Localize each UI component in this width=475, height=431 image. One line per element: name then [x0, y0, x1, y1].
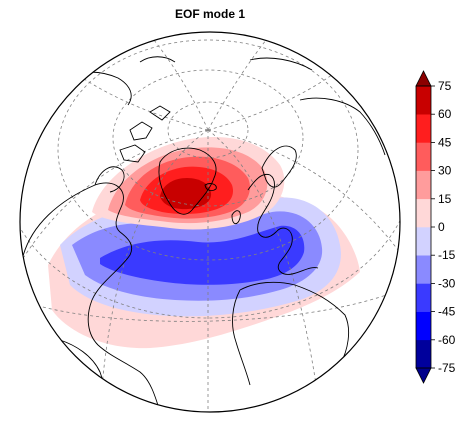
- colorbar-tick-label: -75: [438, 361, 456, 375]
- colorbar-segment: [416, 227, 431, 256]
- colorbar-tick-label: -30: [438, 276, 456, 290]
- graticule: [20, 32, 400, 412]
- colorbar-segment: [416, 142, 431, 171]
- colorbar-tick-label: 60: [438, 107, 452, 121]
- colorbar-tick-label: 75: [438, 79, 452, 93]
- coastlines: [21, 56, 386, 412]
- colorbar-tick-label: 15: [438, 192, 452, 206]
- colorbar-tick-label: -45: [438, 305, 456, 319]
- colorbar-segments: [416, 86, 431, 369]
- colorbar-segment: [416, 198, 431, 228]
- colorbar-segment: [416, 283, 431, 312]
- colorbar-segment: [416, 114, 431, 143]
- colorbar-segment: [416, 311, 431, 341]
- colorbar-segment: [416, 170, 431, 200]
- colorbar-tick-label: -60: [438, 333, 456, 347]
- colorbar-extend-high: [415, 70, 432, 87]
- colorbar-tick-label: -15: [438, 248, 456, 262]
- colorbar-ticks: 75 60 45 30 15 0 -15 -30 -45 -60 -75: [431, 79, 456, 375]
- chart-title: EOF mode 1: [174, 7, 245, 21]
- globe-outline: [19, 31, 401, 413]
- colorbar-segment: [416, 86, 431, 115]
- colorbar-segment: [416, 339, 431, 369]
- field-neg-45: [100, 225, 305, 285]
- colorbar-extend-low: [415, 367, 432, 384]
- colorbar-tick-label: 30: [438, 164, 452, 178]
- colorbar-segment: [416, 255, 431, 284]
- colorbar-tick-label: 0: [438, 220, 445, 234]
- colorbar-tick-label: 45: [438, 135, 452, 149]
